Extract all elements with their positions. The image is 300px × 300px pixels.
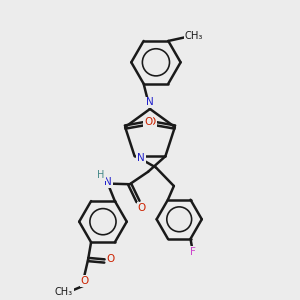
Text: N: N: [137, 153, 145, 163]
Text: O: O: [80, 276, 89, 286]
Text: N: N: [104, 177, 112, 187]
Text: N: N: [146, 98, 154, 107]
Text: H: H: [98, 170, 105, 180]
Text: O: O: [107, 254, 115, 265]
Text: F: F: [190, 247, 196, 257]
Text: CH₃: CH₃: [55, 287, 73, 297]
Text: O: O: [137, 203, 146, 213]
Text: O: O: [148, 117, 156, 127]
Text: O: O: [144, 117, 152, 127]
Text: CH₃: CH₃: [185, 32, 203, 41]
